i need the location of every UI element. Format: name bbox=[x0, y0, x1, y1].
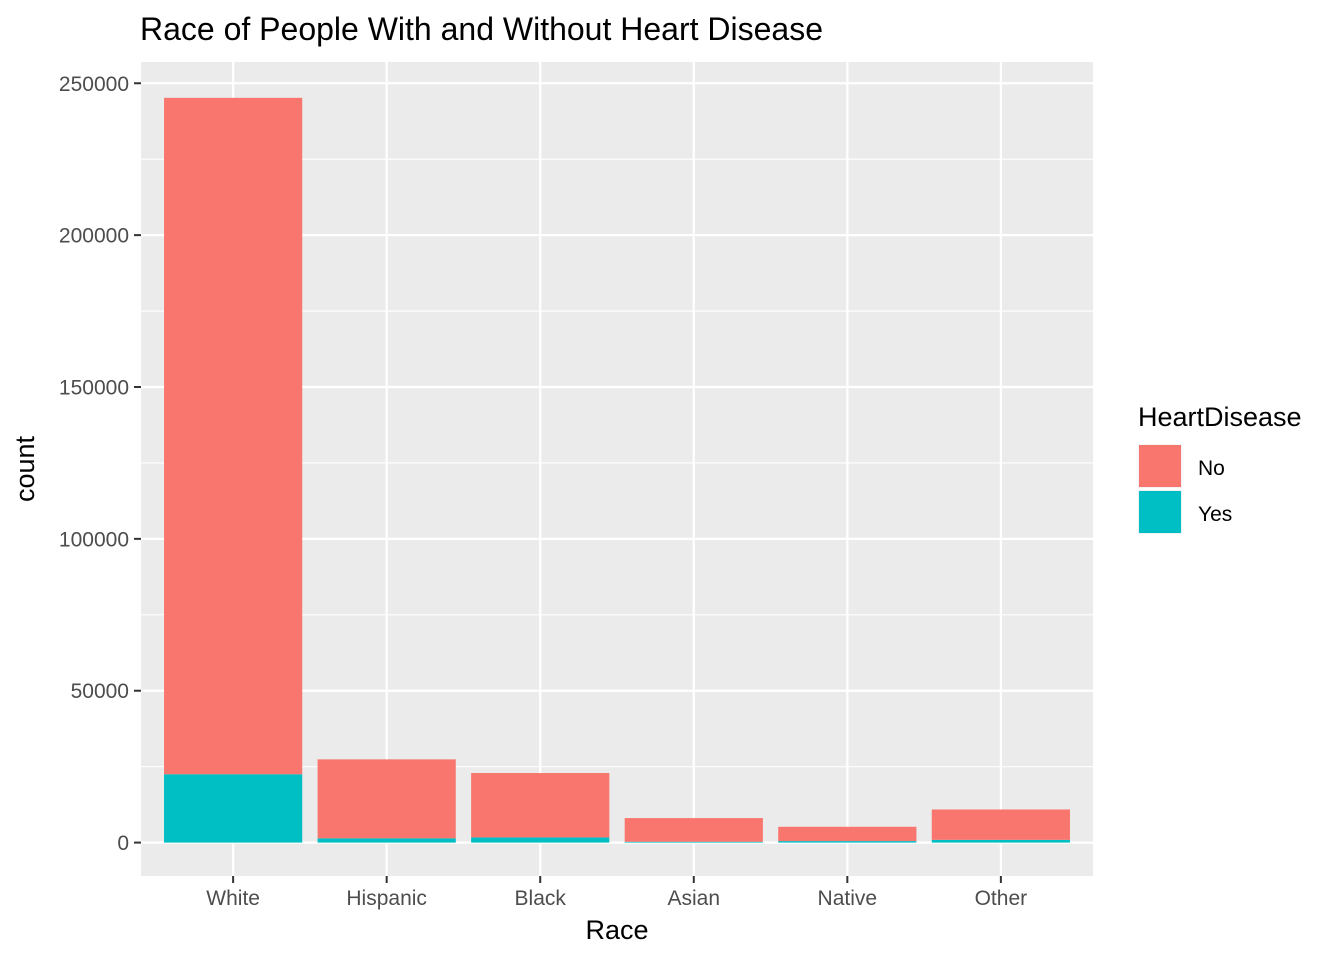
bar-native-no bbox=[778, 826, 917, 842]
legend-label-yes: Yes bbox=[1198, 503, 1232, 526]
y-tick-label: 0 bbox=[117, 832, 129, 855]
y-tick-label: 250000 bbox=[59, 73, 129, 96]
x-axis: White Hispanic Black Asian Native Other bbox=[206, 876, 1027, 910]
chart-title: Race of People With and Without Heart Di… bbox=[140, 11, 823, 47]
bar-other-yes bbox=[931, 839, 1070, 843]
legend-swatch-no bbox=[1139, 445, 1181, 487]
legend-swatch-yes bbox=[1139, 491, 1181, 533]
x-tick-label: Other bbox=[975, 887, 1028, 910]
bar-white-yes bbox=[164, 774, 303, 843]
bar-white-no bbox=[164, 97, 303, 775]
y-tick-label: 100000 bbox=[59, 528, 129, 551]
x-axis-title: Race bbox=[585, 915, 648, 945]
y-tick-label: 50000 bbox=[71, 680, 129, 703]
x-tick-label: White bbox=[206, 887, 260, 910]
y-tick-label: 150000 bbox=[59, 376, 129, 399]
bar-asian-no bbox=[624, 818, 763, 842]
bar-black-yes bbox=[471, 837, 610, 843]
bar-black-no bbox=[471, 773, 610, 838]
bar-hispanic-yes bbox=[317, 838, 456, 843]
x-tick-label: Native bbox=[818, 887, 878, 910]
bar-hispanic-no bbox=[317, 759, 456, 839]
bar-other-no bbox=[931, 809, 1070, 840]
bars bbox=[164, 97, 1070, 843]
bar-asian-yes bbox=[624, 841, 763, 843]
legend-label-no: No bbox=[1198, 457, 1225, 480]
bar-native-yes bbox=[778, 841, 917, 843]
x-tick-label: Hispanic bbox=[346, 887, 427, 910]
y-tick-label: 200000 bbox=[59, 225, 129, 248]
legend-title: HeartDisease bbox=[1138, 402, 1302, 432]
y-axis-title: count bbox=[10, 435, 40, 502]
legend: HeartDisease No Yes bbox=[1138, 402, 1302, 534]
x-tick-label: Black bbox=[515, 887, 567, 910]
x-tick-label: Asian bbox=[668, 887, 721, 910]
y-axis: 0 50000 100000 150000 200000 250000 bbox=[59, 73, 141, 855]
